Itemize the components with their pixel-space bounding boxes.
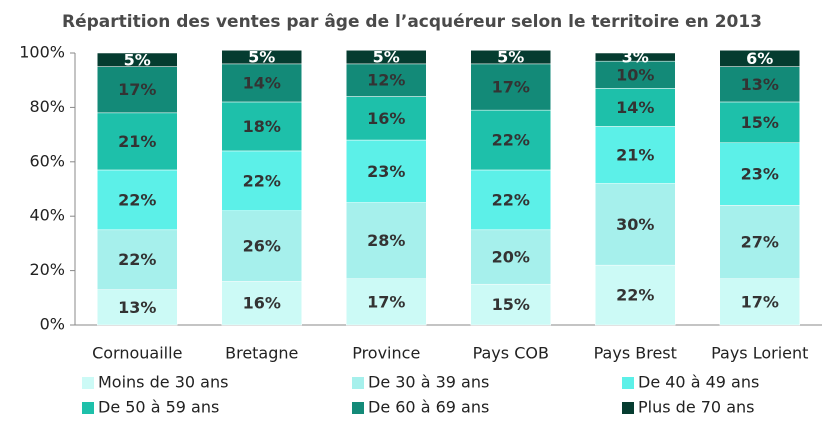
- data-label: 27%: [741, 233, 779, 252]
- bar-segment: [470, 109, 551, 171]
- data-label: 3%: [622, 48, 649, 67]
- bar-segment: [719, 66, 800, 103]
- bar-segment: [719, 142, 800, 206]
- bar-segment: [221, 63, 302, 103]
- data-label: 17%: [741, 292, 779, 311]
- data-label: 22%: [118, 190, 156, 209]
- y-tick-label: 100%: [19, 43, 65, 62]
- bar-segment: [470, 169, 551, 231]
- x-tick-label: Pays COB: [473, 344, 549, 363]
- data-label: 23%: [367, 162, 405, 181]
- bar-segment: [97, 229, 178, 290]
- legend-swatch: [352, 402, 364, 414]
- bar-segment: [346, 139, 427, 203]
- data-label: 15%: [741, 113, 779, 132]
- y-tick-label: 0%: [40, 315, 65, 334]
- data-label: 5%: [497, 48, 524, 67]
- bar-segment: [346, 63, 427, 97]
- bar-segment: [97, 52, 178, 67]
- data-label: 16%: [243, 294, 281, 313]
- data-label: 28%: [367, 231, 405, 250]
- data-label: 15%: [492, 295, 530, 314]
- data-label: 30%: [616, 215, 654, 234]
- x-tick-label: Province: [352, 344, 420, 363]
- bar-segment: [595, 264, 676, 326]
- bar-segment: [346, 278, 427, 326]
- bar-segment: [719, 101, 800, 144]
- data-label: 17%: [492, 78, 530, 97]
- bar-segment: [595, 60, 676, 89]
- legend-swatch: [622, 377, 634, 389]
- data-label: 22%: [492, 131, 530, 150]
- bar-segment: [719, 50, 800, 67]
- data-label: 20%: [492, 248, 530, 267]
- bar-segment: [346, 96, 427, 141]
- legend-label: De 60 à 69 ans: [368, 398, 489, 417]
- x-tick-label: Cornouaille: [92, 344, 182, 363]
- bar-segment: [97, 66, 178, 114]
- data-label: 16%: [367, 109, 405, 128]
- x-tick-label: Bretagne: [225, 344, 298, 363]
- y-tick-label: 60%: [29, 151, 65, 170]
- legend-label: De 40 à 49 ans: [638, 373, 759, 392]
- data-label: 21%: [616, 146, 654, 165]
- data-label: 10%: [616, 65, 654, 84]
- legend-swatch: [82, 402, 94, 414]
- bar-segment: [470, 283, 551, 326]
- bar-segment: [221, 150, 302, 212]
- data-label: 17%: [118, 80, 156, 99]
- bar-segment: [470, 50, 551, 65]
- data-label: 13%: [118, 298, 156, 317]
- data-label: 12%: [367, 71, 405, 90]
- legend-label: De 50 à 59 ans: [98, 398, 219, 417]
- bar-segment: [97, 112, 178, 171]
- data-label: 5%: [124, 50, 151, 69]
- data-label: 5%: [373, 48, 400, 67]
- data-label: 14%: [616, 98, 654, 117]
- data-label: 21%: [118, 132, 156, 151]
- bar-segment: [470, 229, 551, 285]
- bar-segment: [221, 210, 302, 282]
- bar-segment: [719, 205, 800, 280]
- data-label: 6%: [746, 49, 773, 68]
- legend-label: Plus de 70 ans: [638, 398, 754, 417]
- chart-title: Répartition des ventes par âge de l’acqu…: [62, 12, 762, 32]
- y-tick-label: 20%: [29, 260, 65, 279]
- x-tick-label: Pays Brest: [594, 344, 677, 363]
- bar-segment: [346, 50, 427, 65]
- y-tick-label: 40%: [29, 206, 65, 225]
- y-tick-label: 80%: [29, 97, 65, 116]
- data-label: 22%: [243, 171, 281, 190]
- data-label: 18%: [243, 117, 281, 136]
- legend-label: De 30 à 39 ans: [368, 373, 489, 392]
- bar-segment: [97, 169, 178, 231]
- data-label: 22%: [616, 286, 654, 305]
- legend-swatch: [82, 377, 94, 389]
- bar-segment: [595, 52, 676, 62]
- bar-segment: [221, 50, 302, 65]
- legend-label: Moins de 30 ans: [98, 373, 228, 392]
- data-label: 14%: [243, 73, 281, 92]
- bar-segment: [221, 101, 302, 152]
- bar-segment: [97, 289, 178, 326]
- legend-swatch: [622, 402, 634, 414]
- data-label: 5%: [248, 48, 275, 67]
- bar-segment: [595, 183, 676, 266]
- data-label: 22%: [492, 190, 530, 209]
- data-label: 17%: [367, 292, 405, 311]
- data-label: 13%: [741, 75, 779, 94]
- legend-swatch: [352, 377, 364, 389]
- data-label: 26%: [243, 237, 281, 256]
- data-label: 23%: [741, 165, 779, 184]
- x-tick-label: Pays Lorient: [711, 344, 808, 363]
- data-label: 22%: [118, 250, 156, 269]
- bar-segment: [346, 202, 427, 280]
